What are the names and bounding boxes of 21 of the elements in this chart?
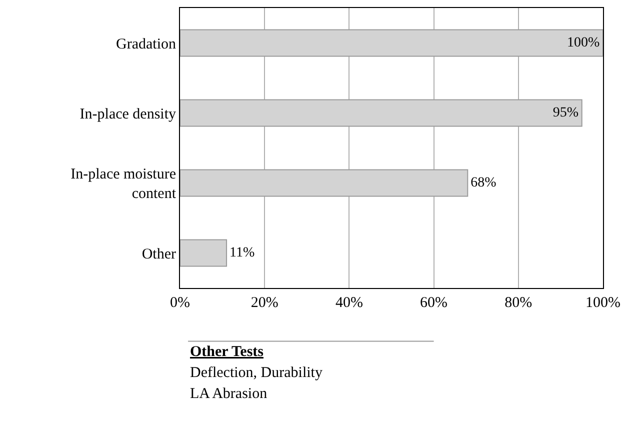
y-tick-label: In-place moisture content: [70, 166, 177, 202]
y-tick-label: Other: [142, 246, 176, 262]
text: Deflection, Durability: [190, 365, 323, 381]
text: Other Tests: [190, 344, 264, 360]
x-tick-label: 80%: [504, 295, 532, 311]
y-tick-label: In-place density: [80, 106, 176, 122]
x-tick-label: 0%: [170, 295, 190, 311]
x-tick-label: 40%: [335, 295, 363, 311]
y-tick-label: Gradation: [116, 36, 176, 52]
bar: [180, 29, 603, 57]
data-label: 95%: [552, 106, 579, 120]
x-tick-label: 100%: [586, 295, 620, 311]
bar: [180, 239, 228, 267]
x-tick-label: 60%: [420, 295, 448, 311]
bar: [180, 169, 468, 197]
x-tick-label: 20%: [250, 295, 278, 311]
text: LA Abrasion: [190, 386, 268, 402]
data-label: 100%: [567, 36, 600, 50]
bar: [180, 99, 582, 127]
data-label: 11%: [230, 246, 256, 260]
data-label: 68%: [470, 176, 497, 190]
